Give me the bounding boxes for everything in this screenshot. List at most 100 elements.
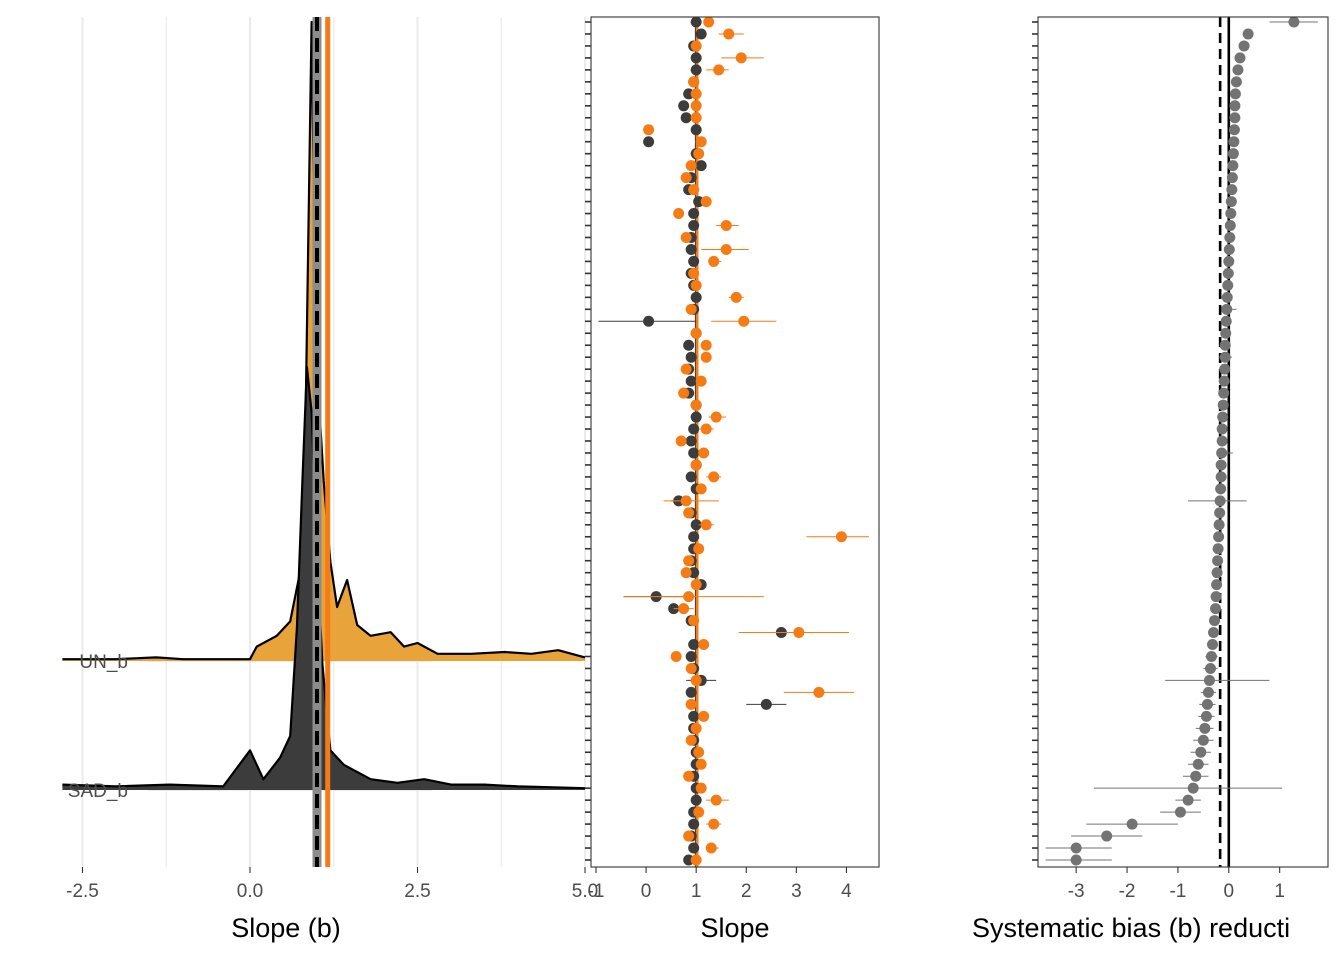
data-point [690, 519, 702, 531]
data-point [700, 339, 712, 351]
data-point [688, 255, 700, 267]
data-point [1213, 531, 1225, 543]
data-point [685, 650, 697, 662]
data-point [1222, 279, 1234, 291]
data-point [1211, 567, 1223, 579]
data-point [1217, 399, 1229, 411]
data-point [693, 806, 705, 818]
data-point [1070, 854, 1082, 866]
x-tick-label: -2.5 [66, 881, 99, 902]
category-label-un-b: UN_b [79, 652, 128, 673]
data-point [1215, 483, 1227, 495]
data-point [1201, 698, 1213, 710]
data-point [680, 363, 692, 375]
data-point [1224, 220, 1236, 232]
data-point [695, 160, 707, 172]
data-point [1229, 88, 1241, 100]
data-point [685, 243, 697, 255]
x-tick-label: -1 [1169, 881, 1186, 902]
data-point [700, 519, 712, 531]
data-point [680, 567, 692, 579]
x-tick-label: 3 [791, 881, 802, 902]
data-point [688, 710, 700, 722]
data-point [683, 507, 695, 519]
data-point [688, 184, 700, 196]
x-tick-label: -1 [588, 881, 605, 902]
data-point [690, 112, 702, 124]
x-tick-label: 0 [1224, 881, 1235, 902]
data-point [683, 339, 695, 351]
data-point [685, 662, 697, 674]
data-point [708, 255, 720, 267]
data-point [1225, 208, 1237, 220]
data-point [1219, 363, 1231, 375]
data-point [1202, 686, 1214, 698]
data-point [1203, 674, 1215, 686]
data-point [685, 435, 697, 447]
slope-panel: -1 0 1 2 3 4 Slope [585, 16, 880, 943]
data-point [698, 710, 710, 722]
data-point [690, 124, 702, 136]
data-point [1174, 806, 1186, 818]
data-point [685, 160, 697, 172]
data-point [1226, 184, 1238, 196]
data-point [695, 136, 707, 148]
bias-x-axis: -3 -2 -1 0 1 [1068, 867, 1285, 902]
data-point [698, 447, 710, 459]
data-point [1126, 818, 1138, 830]
data-point [685, 471, 697, 483]
data-point [685, 698, 697, 710]
data-point [688, 423, 700, 435]
data-point [680, 112, 692, 124]
data-point [683, 770, 695, 782]
slope-x-axis-title: Slope [700, 913, 769, 943]
data-point [700, 423, 712, 435]
density-outline-sad-b [62, 365, 586, 790]
data-point [690, 794, 702, 806]
data-point [1208, 627, 1220, 639]
data-point [1216, 435, 1228, 447]
ridgeline-panel: UN_b SAD_b -2.5 0.0 2.5 5.0 Slope (b) [62, 17, 598, 943]
data-point [688, 267, 700, 279]
data-point [690, 854, 702, 866]
x-tick-label: 1 [691, 881, 702, 902]
data-point [685, 375, 697, 387]
data-point [1211, 579, 1223, 591]
data-point [1182, 794, 1194, 806]
data-point [1213, 519, 1225, 531]
data-point [670, 650, 682, 662]
data-point [1227, 148, 1239, 160]
data-point [1218, 375, 1230, 387]
data-point [1205, 650, 1217, 662]
data-point [1227, 160, 1239, 172]
data-point [688, 818, 700, 830]
data-point [683, 555, 695, 567]
data-point [713, 64, 725, 76]
data-point [688, 208, 700, 220]
data-point [710, 794, 722, 806]
data-point [688, 842, 700, 854]
data-point [700, 351, 712, 363]
data-point [678, 387, 690, 399]
data-point [1197, 734, 1209, 746]
x-tick-label: 0 [641, 881, 652, 902]
bias-x-axis-title: Systematic bias (b) reducti [972, 913, 1290, 943]
data-point [1210, 591, 1222, 603]
data-point [705, 842, 717, 854]
bias-panel-border [1037, 16, 1329, 868]
data-point [1229, 112, 1241, 124]
data-point [723, 28, 735, 40]
data-point [690, 722, 702, 734]
data-point [1101, 830, 1113, 842]
data-point [1216, 423, 1228, 435]
data-point [680, 231, 692, 243]
x-tick-label: 0.0 [237, 881, 263, 902]
bias-points [1045, 16, 1318, 866]
data-point [1215, 471, 1227, 483]
data-point [1207, 639, 1219, 651]
data-point [695, 758, 707, 770]
data-point [1070, 842, 1082, 854]
data-point [730, 291, 742, 303]
data-point [1210, 603, 1222, 615]
data-point [1226, 172, 1238, 184]
